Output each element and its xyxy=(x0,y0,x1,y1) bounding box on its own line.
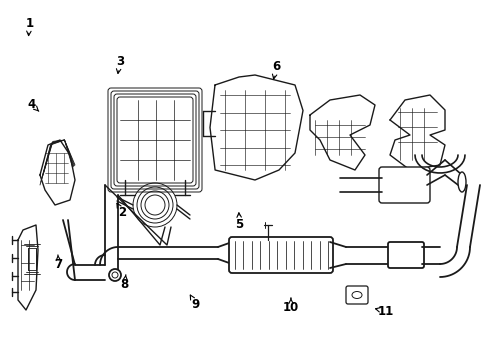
Ellipse shape xyxy=(351,292,361,298)
Text: 8: 8 xyxy=(121,278,128,291)
Text: 4: 4 xyxy=(28,98,36,111)
Text: 2: 2 xyxy=(118,206,126,219)
Text: 3: 3 xyxy=(116,55,123,68)
FancyBboxPatch shape xyxy=(387,242,423,268)
FancyBboxPatch shape xyxy=(378,167,429,203)
Text: 7: 7 xyxy=(55,258,62,271)
Text: 11: 11 xyxy=(377,305,394,318)
Circle shape xyxy=(112,272,118,278)
Ellipse shape xyxy=(457,172,465,192)
FancyBboxPatch shape xyxy=(228,237,332,273)
Text: 10: 10 xyxy=(282,301,299,314)
Text: 5: 5 xyxy=(235,219,243,231)
Text: 9: 9 xyxy=(191,298,199,311)
Text: 1: 1 xyxy=(25,17,33,30)
Text: 6: 6 xyxy=(272,60,280,73)
Circle shape xyxy=(109,269,121,281)
FancyBboxPatch shape xyxy=(346,286,367,304)
